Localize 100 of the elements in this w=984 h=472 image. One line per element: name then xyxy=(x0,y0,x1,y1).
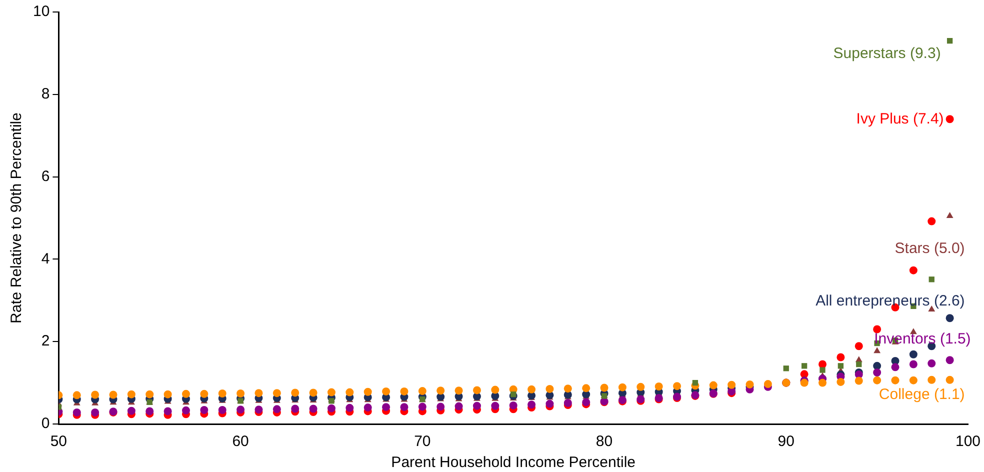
point xyxy=(472,402,481,410)
y-tick-label: 4 xyxy=(41,250,50,268)
point xyxy=(836,378,845,386)
point xyxy=(182,406,190,414)
point xyxy=(728,380,736,389)
point xyxy=(856,361,862,368)
point xyxy=(472,386,481,394)
point xyxy=(909,350,918,358)
point xyxy=(291,388,300,397)
x-tick-label: 90 xyxy=(778,433,794,450)
point xyxy=(636,382,645,391)
point xyxy=(582,384,590,392)
point xyxy=(854,376,863,385)
point xyxy=(382,403,390,412)
point xyxy=(528,385,536,394)
point xyxy=(146,390,154,398)
point xyxy=(327,404,336,412)
point xyxy=(91,390,100,399)
point xyxy=(436,402,445,411)
x-axis-title: Parent Household Income Percentile xyxy=(391,454,636,472)
x-tick-label: 80 xyxy=(596,433,613,450)
point xyxy=(873,362,882,370)
series-label: Stars (5.0) xyxy=(894,240,965,258)
point xyxy=(928,276,934,282)
point xyxy=(928,376,936,384)
point xyxy=(873,325,882,334)
point xyxy=(364,388,372,396)
point xyxy=(546,400,554,408)
point xyxy=(91,408,100,416)
point xyxy=(891,376,900,384)
point xyxy=(946,314,954,322)
point xyxy=(418,387,426,396)
point xyxy=(874,347,881,354)
point xyxy=(309,388,318,397)
point xyxy=(928,217,936,226)
y-axis-title: Rate Relative to 90th Percentile xyxy=(8,112,26,324)
point xyxy=(146,407,154,416)
point xyxy=(946,212,954,218)
point xyxy=(746,380,754,388)
point xyxy=(820,367,826,373)
point xyxy=(327,388,336,396)
point xyxy=(254,406,263,414)
series-label: Superstars (9.3) xyxy=(833,44,941,62)
point xyxy=(200,406,208,414)
point xyxy=(838,363,844,369)
point xyxy=(236,406,245,414)
point xyxy=(182,390,190,398)
point xyxy=(528,400,536,409)
point xyxy=(309,404,318,413)
point xyxy=(801,363,808,369)
point xyxy=(909,376,918,384)
point xyxy=(346,388,354,396)
series-label: Ivy Plus (7.4) xyxy=(856,110,944,128)
point xyxy=(618,383,626,392)
point xyxy=(218,406,226,414)
point xyxy=(109,390,118,399)
point xyxy=(127,406,136,415)
point xyxy=(600,384,608,392)
point xyxy=(946,356,954,364)
point xyxy=(946,376,954,384)
point xyxy=(946,38,953,44)
point xyxy=(291,404,300,413)
point xyxy=(164,390,172,398)
point xyxy=(72,408,81,416)
point xyxy=(818,378,827,387)
y-tick-label: 6 xyxy=(41,168,50,185)
point xyxy=(236,390,245,398)
point xyxy=(200,390,208,398)
x-tick-label: 100 xyxy=(955,433,981,450)
y-tick-label: 2 xyxy=(41,332,50,350)
point xyxy=(364,404,372,412)
point xyxy=(928,359,936,368)
x-tick-label: 50 xyxy=(50,433,68,450)
point xyxy=(218,390,226,398)
point xyxy=(854,342,863,350)
point xyxy=(72,391,81,400)
point xyxy=(873,376,882,384)
point xyxy=(254,389,263,398)
point xyxy=(346,404,354,412)
point xyxy=(764,380,772,388)
point xyxy=(946,115,954,124)
point xyxy=(783,366,789,372)
point xyxy=(164,407,172,416)
series-label: Inventors (1.5) xyxy=(874,330,971,348)
point xyxy=(127,390,136,398)
point xyxy=(673,382,682,390)
x-tick-label: 60 xyxy=(232,433,249,450)
point xyxy=(454,386,463,395)
point xyxy=(400,403,408,412)
point xyxy=(272,389,281,398)
point xyxy=(510,392,516,398)
point xyxy=(454,402,463,410)
point xyxy=(891,363,900,372)
point xyxy=(654,382,663,391)
point xyxy=(400,387,408,396)
point xyxy=(272,405,281,414)
y-tick-label: 8 xyxy=(41,86,50,103)
x-tick-label: 70 xyxy=(414,433,431,450)
point xyxy=(491,402,500,410)
point xyxy=(873,368,882,376)
